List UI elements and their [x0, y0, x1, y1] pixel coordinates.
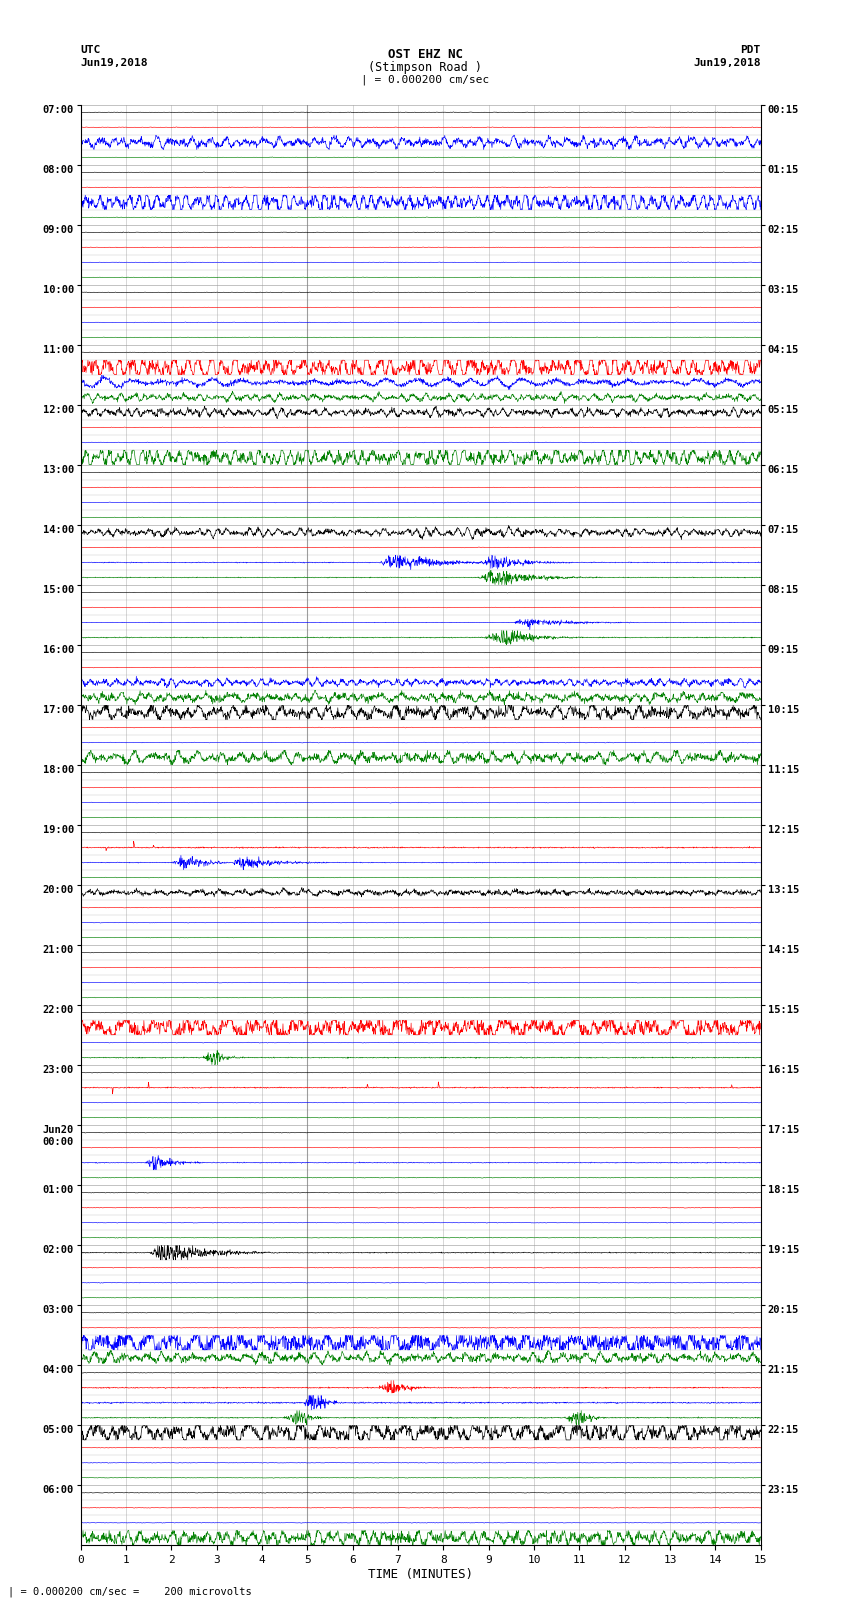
- Text: | = 0.000200 cm/sec: | = 0.000200 cm/sec: [361, 74, 489, 85]
- Text: Jun19,2018: Jun19,2018: [81, 58, 148, 68]
- Text: (Stimpson Road ): (Stimpson Road ): [368, 61, 482, 74]
- X-axis label: TIME (MINUTES): TIME (MINUTES): [368, 1568, 473, 1581]
- Text: | = 0.000200 cm/sec =    200 microvolts: | = 0.000200 cm/sec = 200 microvolts: [8, 1586, 252, 1597]
- Text: UTC: UTC: [81, 45, 101, 55]
- Text: Jun19,2018: Jun19,2018: [694, 58, 761, 68]
- Text: OST EHZ NC: OST EHZ NC: [388, 48, 462, 61]
- Text: PDT: PDT: [740, 45, 761, 55]
